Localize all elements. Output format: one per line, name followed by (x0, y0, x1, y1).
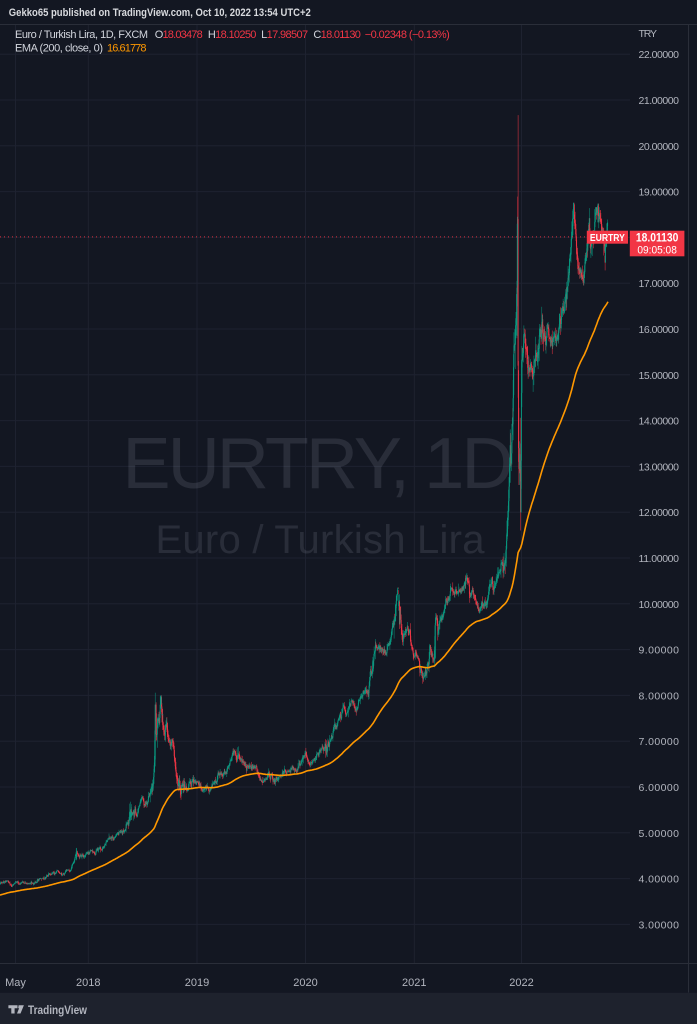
svg-text:2022: 2022 (509, 977, 533, 989)
svg-text:18.01130: 18.01130 (636, 231, 679, 245)
svg-text:11.00000: 11.00000 (639, 553, 680, 565)
svg-text:3.00000: 3.00000 (639, 919, 680, 931)
svg-text:L17.98507: L17.98507 (261, 29, 308, 41)
svg-text:15.00000: 15.00000 (639, 370, 680, 382)
svg-text:4.00000: 4.00000 (639, 874, 680, 886)
svg-text:10.00000: 10.00000 (639, 599, 680, 611)
svg-text:09:05:08: 09:05:08 (637, 244, 677, 256)
svg-text:2019: 2019 (185, 977, 209, 989)
svg-text:9.00000: 9.00000 (639, 645, 680, 657)
svg-text:16.00000: 16.00000 (639, 324, 680, 336)
svg-text:2018: 2018 (76, 977, 100, 989)
svg-text:22.00000: 22.00000 (639, 49, 680, 61)
svg-text:TradingView: TradingView (28, 1005, 87, 1017)
svg-text:20.00000: 20.00000 (639, 141, 680, 153)
svg-text:2021: 2021 (402, 977, 426, 989)
svg-text:2020: 2020 (293, 977, 317, 989)
svg-text:12.00000: 12.00000 (639, 507, 680, 519)
svg-text:EURTRY, 1D: EURTRY, 1D (123, 424, 514, 504)
svg-text:EURTRY: EURTRY (590, 232, 625, 244)
svg-text:Gekko65 published on TradingVi: Gekko65 published on TradingView.com, Oc… (9, 7, 311, 19)
svg-text:7.00000: 7.00000 (639, 736, 680, 748)
svg-text:21.00000: 21.00000 (639, 95, 680, 107)
svg-text:H18.10250: H18.10250 (208, 29, 257, 41)
svg-text:5.00000: 5.00000 (639, 828, 680, 840)
svg-text:−0.02348 (−0.13%): −0.02348 (−0.13%) (365, 29, 450, 41)
svg-text:6.00000: 6.00000 (639, 782, 680, 794)
svg-text:Euro / Turkish Lira, 1D, FXCM: Euro / Turkish Lira, 1D, FXCM (15, 29, 148, 41)
svg-text:19.00000: 19.00000 (639, 187, 680, 199)
svg-text:May: May (5, 977, 26, 989)
svg-text:17.00000: 17.00000 (639, 278, 680, 290)
svg-text:8.00000: 8.00000 (639, 690, 680, 702)
svg-text:O18.03478: O18.03478 (155, 29, 203, 41)
svg-text:16.61778: 16.61778 (107, 43, 147, 55)
svg-text:EMA (200, close, 0): EMA (200, close, 0) (15, 43, 103, 55)
svg-text:Euro / Turkish Lira: Euro / Turkish Lira (156, 518, 486, 562)
svg-text:TRY: TRY (639, 28, 658, 40)
svg-text:14.00000: 14.00000 (639, 416, 680, 428)
svg-text:C18.01130: C18.01130 (313, 29, 361, 41)
svg-text:13.00000: 13.00000 (639, 461, 680, 473)
